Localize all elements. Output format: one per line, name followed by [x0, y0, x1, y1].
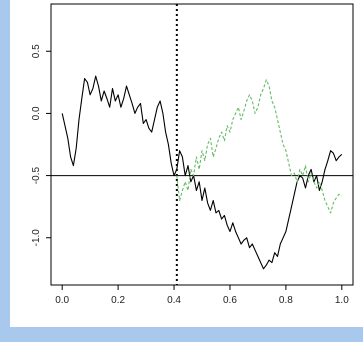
- x-axis: 0.0 0.2 0.4 0.6 0.8 1.0: [55, 284, 349, 306]
- y-axis: 0.5 0.0 -0.5 -1.0: [31, 44, 52, 247]
- y-tick-label: 0.0: [31, 106, 42, 120]
- x-tick-label: 0.6: [223, 295, 237, 306]
- x-tick-label: 0.4: [167, 295, 181, 306]
- series-layer: [61, 75, 343, 270]
- plot-area-border: [50, 3, 354, 286]
- line-chart: 0.0 0.2 0.4 0.6 0.8 1.0 0.5 0.0 -0.5 -1.0: [31, 3, 354, 306]
- series-line-1: [176, 79, 343, 214]
- x-tick-label: 0.2: [111, 295, 125, 306]
- x-tick-label: 0.0: [55, 295, 69, 306]
- y-tick-label: -1.0: [31, 229, 42, 247]
- chart-frame: 0.0 0.2 0.4 0.6 0.8 1.0 0.5 0.0 -0.5 -1.0: [10, 0, 363, 327]
- x-tick-label: 0.8: [279, 295, 293, 306]
- y-tick-label: 0.5: [31, 44, 42, 58]
- series-line-0: [61, 75, 343, 270]
- x-tick-label: 1.0: [335, 295, 349, 306]
- y-tick-label: -0.5: [31, 167, 42, 185]
